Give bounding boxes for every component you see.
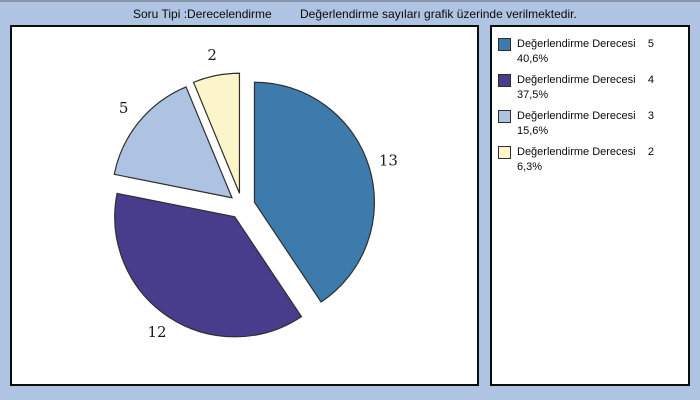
legend-percent: 40,6% [517, 53, 549, 65]
legend-grade: 3 [647, 110, 654, 122]
legend-grade: 2 [647, 146, 654, 158]
legend-label: Değerlendirme Derecesi [517, 146, 636, 158]
chart-panel: 13 12 5 2 [10, 25, 479, 386]
legend-swatch [498, 110, 511, 123]
legend-swatch [498, 74, 511, 87]
legend-list: Değerlendirme Derecesi 5 40,6% Değerlendirm… [498, 37, 682, 181]
pie-slice-value-label-grade-5: 13 [379, 152, 398, 170]
window-top-border [0, 0, 700, 2]
pie-chart: 13 12 5 2 [113, 46, 398, 341]
legend-percent: 37,5% [517, 89, 549, 101]
legend-item-grade-2: Değerlendirme Derecesi 2 6,3% [498, 145, 682, 174]
legend-text: Değerlendirme Derecesi 2 6,3% [517, 145, 654, 174]
legend-panel: Değerlendirme Derecesi 5 40,6% Değerlendirm… [490, 25, 690, 386]
legend-label: Değerlendirme Derecesi [517, 110, 636, 122]
legend-item-grade-4: Değerlendirme Derecesi 4 37,5% [498, 73, 682, 102]
legend-text: Değerlendirme Derecesi 5 40,6% [517, 37, 654, 66]
legend-label: Değerlendirme Derecesi [517, 74, 636, 86]
legend-percent: 15,6% [517, 125, 549, 137]
header-bar: Soru Tipi :Derecelendirme Değerlendirme … [0, 2, 700, 24]
legend-swatch [498, 146, 511, 159]
pie-slice-grade-4 [114, 192, 303, 338]
legend-swatch [498, 38, 511, 51]
legend-text: Değerlendirme Derecesi 3 15,6% [517, 109, 654, 138]
legend-item-grade-3: Değerlendirme Derecesi 3 15,6% [498, 109, 682, 138]
pie-slice-value-label-grade-3: 5 [119, 99, 129, 117]
pie-slice-grade-2 [192, 72, 241, 194]
legend-percent: 6,3% [517, 161, 543, 173]
pie-slice-value-label-grade-2: 2 [207, 46, 217, 64]
legend-text: Değerlendirme Derecesi 4 37,5% [517, 73, 654, 102]
question-type-label: Soru Tipi :Derecelendirme [133, 7, 272, 21]
pie-slice-value-label-grade-4: 12 [147, 323, 166, 341]
legend-grade: 4 [647, 74, 654, 86]
pie-slice-grade-3 [113, 86, 233, 199]
legend-grade: 5 [647, 38, 654, 50]
legend-item-grade-5: Değerlendirme Derecesi 5 40,6% [498, 37, 682, 66]
header-subtitle: Değerlendirme sayıları grafik üzerinde v… [300, 7, 577, 21]
pie-slice-grade-5 [253, 81, 376, 303]
legend-label: Değerlendirme Derecesi [517, 38, 636, 50]
